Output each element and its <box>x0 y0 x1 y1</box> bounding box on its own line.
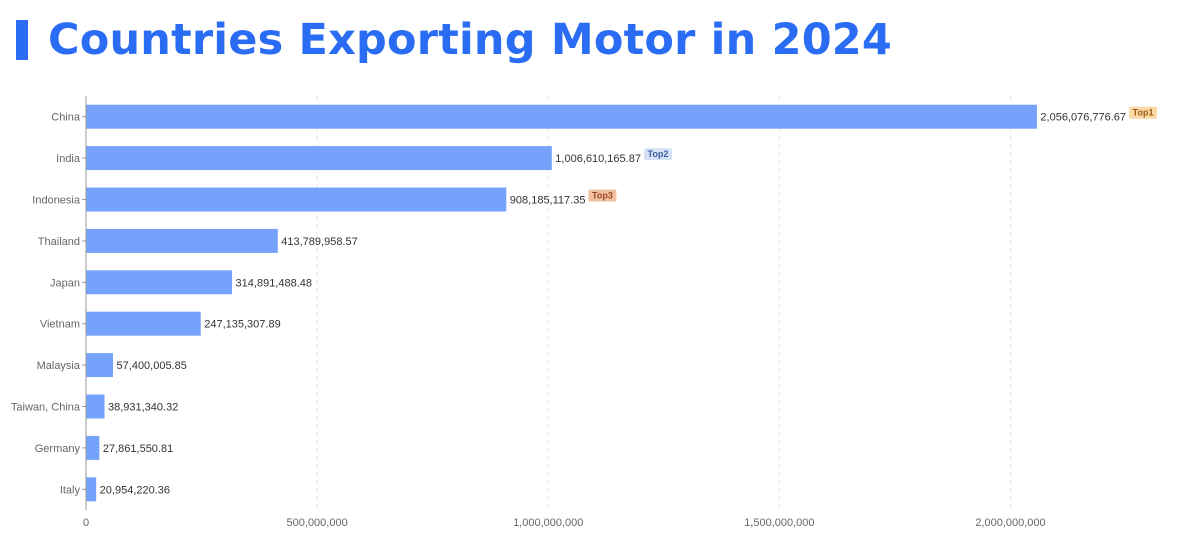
bar <box>86 104 1037 129</box>
bar <box>86 394 105 419</box>
value-label: 38,931,340.32 <box>108 402 178 414</box>
x-tick-label: 500,000,000 <box>287 517 348 529</box>
bar <box>86 353 114 378</box>
value-label: 20,954,220.36 <box>100 484 170 496</box>
rank-badge <box>588 189 617 202</box>
title-accent-bar <box>16 20 28 60</box>
category-label: India <box>56 153 81 165</box>
page-title: Countries Exporting Motor in 2024 <box>48 15 893 65</box>
value-label: 1,006,610,165.87 <box>555 153 641 165</box>
bar <box>86 477 97 502</box>
value-label: 908,185,117.35 <box>510 195 586 207</box>
rank-badge-label: Top3 <box>592 191 613 201</box>
category-label: Taiwan, China <box>11 402 81 414</box>
rank-badge-label: Top2 <box>648 149 669 159</box>
x-tick-label: 2,000,000,000 <box>975 517 1045 529</box>
bar <box>86 311 201 336</box>
rank-badge <box>1129 106 1158 119</box>
category-label: Indonesia <box>32 195 81 207</box>
category-label: Japan <box>50 277 80 289</box>
category-label: Malaysia <box>37 360 81 372</box>
value-label: 413,789,958.57 <box>281 236 357 248</box>
bar <box>86 187 507 212</box>
bar <box>86 270 233 295</box>
x-tick-label: 1,500,000,000 <box>744 517 814 529</box>
rank-badge <box>643 148 672 161</box>
value-label: 247,135,307.89 <box>204 319 280 331</box>
category-label: Germany <box>35 443 81 455</box>
category-label: China <box>51 112 81 124</box>
bar <box>86 228 278 253</box>
rank-badge-label: Top1 <box>1133 108 1154 118</box>
category-label: Vietnam <box>40 319 80 331</box>
category-label: Thailand <box>38 236 80 248</box>
x-tick-label: 1,000,000,000 <box>513 517 583 529</box>
bar <box>86 435 100 460</box>
value-label: 27,861,550.81 <box>103 443 173 455</box>
bar <box>86 146 552 171</box>
x-tick-label: 0 <box>83 517 89 529</box>
value-label: 314,891,488.48 <box>236 277 312 289</box>
category-label: Italy <box>60 484 81 496</box>
value-label: 2,056,076,776.67 <box>1040 112 1126 124</box>
value-label: 57,400,005.85 <box>117 360 187 372</box>
